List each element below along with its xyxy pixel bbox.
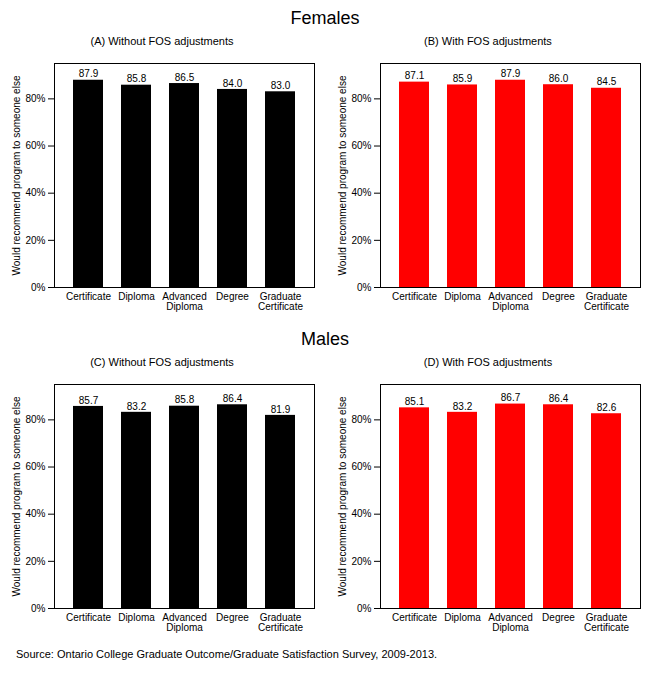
svg-text:Degree: Degree — [216, 612, 249, 623]
svg-text:85.1: 85.1 — [405, 396, 425, 407]
html-text:Source: Ontario College Gradua: Source: Ontario College Graduate Outcome… — [16, 648, 438, 660]
svg-text:87.1: 87.1 — [405, 70, 425, 81]
svg-text:87.9: 87.9 — [501, 68, 521, 79]
svg-text:84.5: 84.5 — [597, 76, 617, 87]
svg-text:0%: 0% — [357, 282, 372, 293]
svg-text:81.9: 81.9 — [271, 404, 291, 415]
svg-text:0%: 0% — [357, 603, 372, 614]
svg-text:80%: 80% — [351, 414, 371, 425]
svg-text:Certificate: Certificate — [392, 291, 437, 302]
svg-text:86.0: 86.0 — [549, 73, 569, 84]
svg-text:60%: 60% — [351, 140, 371, 151]
svg-text:85.9: 85.9 — [453, 73, 473, 84]
svg-text:86.5: 86.5 — [175, 72, 195, 83]
svg-text:GraduateCertificate: GraduateCertificate — [258, 291, 303, 312]
svg-text:83.0: 83.0 — [271, 80, 291, 91]
svg-text:86.7: 86.7 — [501, 392, 521, 403]
svg-text:83.2: 83.2 — [127, 401, 147, 412]
svg-text:Certificate: Certificate — [66, 612, 111, 623]
svg-text:85.8: 85.8 — [127, 73, 147, 84]
svg-text:AdvancedDiploma: AdvancedDiploma — [162, 612, 206, 633]
svg-text:85.7: 85.7 — [79, 395, 99, 406]
svg-text:Diploma: Diploma — [118, 291, 155, 302]
svg-text:20%: 20% — [351, 556, 371, 567]
svg-text:60%: 60% — [25, 140, 45, 151]
svg-text:GraduateCertificate: GraduateCertificate — [584, 612, 629, 633]
svg-text:80%: 80% — [25, 93, 45, 104]
svg-text:Would recommend program to som: Would recommend program to someone else — [337, 75, 348, 275]
svg-text:Would recommend program to som: Would recommend program to someone else — [337, 396, 348, 596]
svg-text:AdvancedDiploma: AdvancedDiploma — [162, 291, 206, 312]
svg-text:GraduateCertificate: GraduateCertificate — [584, 291, 629, 312]
svg-text:Degree: Degree — [216, 291, 249, 302]
svg-text:20%: 20% — [351, 235, 371, 246]
html-text:(D) With FOS adjustments: (D) With FOS adjustments — [423, 356, 553, 368]
svg-text:0%: 0% — [31, 282, 46, 293]
svg-text:86.4: 86.4 — [223, 393, 243, 404]
svg-text:GraduateCertificate: GraduateCertificate — [258, 612, 303, 633]
svg-text:85.8: 85.8 — [175, 394, 195, 405]
svg-text:40%: 40% — [25, 508, 45, 519]
svg-text:80%: 80% — [351, 93, 371, 104]
svg-text:Would recommend program to som: Would recommend program to someone else — [11, 396, 22, 596]
html-text:Males: Males — [301, 329, 349, 349]
svg-text:84.0: 84.0 — [223, 78, 243, 89]
svg-text:86.4: 86.4 — [549, 393, 569, 404]
svg-text:Diploma: Diploma — [444, 612, 481, 623]
svg-text:AdvancedDiploma: AdvancedDiploma — [488, 291, 532, 312]
svg-text:87.9: 87.9 — [79, 68, 99, 79]
svg-text:60%: 60% — [25, 461, 45, 472]
svg-text:Degree: Degree — [542, 291, 575, 302]
svg-text:83.2: 83.2 — [453, 401, 473, 412]
svg-text:82.6: 82.6 — [597, 402, 617, 413]
svg-text:Diploma: Diploma — [118, 612, 155, 623]
html-text:(A) Without FOS adjustments: (A) Without FOS adjustments — [90, 35, 234, 47]
svg-text:40%: 40% — [351, 508, 371, 519]
svg-text:80%: 80% — [25, 414, 45, 425]
svg-text:Degree: Degree — [542, 612, 575, 623]
svg-text:Certificate: Certificate — [66, 291, 111, 302]
svg-text:20%: 20% — [25, 556, 45, 567]
svg-text:40%: 40% — [351, 187, 371, 198]
svg-text:Would recommend program to som: Would recommend program to someone else — [11, 75, 22, 275]
html-text:Females: Females — [290, 8, 360, 28]
svg-text:Certificate: Certificate — [392, 612, 437, 623]
svg-text:0%: 0% — [31, 603, 46, 614]
svg-text:20%: 20% — [25, 235, 45, 246]
html-text:(C) Without FOS adjustments: (C) Without FOS adjustments — [90, 356, 234, 368]
html-text:(B) With FOS adjustments: (B) With FOS adjustments — [424, 35, 552, 47]
svg-text:40%: 40% — [25, 187, 45, 198]
svg-text:Diploma: Diploma — [444, 291, 481, 302]
svg-text:60%: 60% — [351, 461, 371, 472]
svg-text:AdvancedDiploma: AdvancedDiploma — [488, 612, 532, 633]
